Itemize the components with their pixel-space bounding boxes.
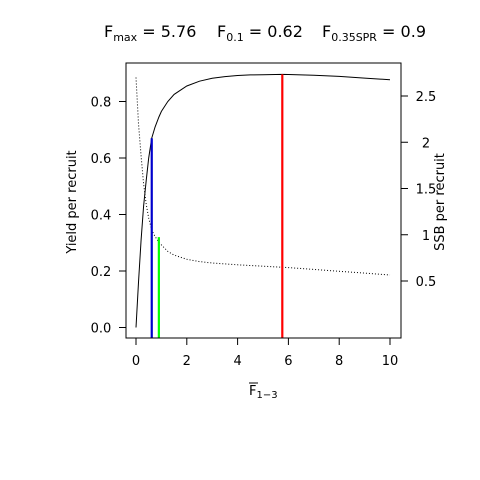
y-right-axis: 0.5 1 1.5 2 2.5 [400,90,437,290]
x-axis-label-text: F1−3 [249,384,278,401]
y-right-axis-label: SSB per recruit [433,153,448,251]
y-right-tick-label: 1.5 [416,183,437,198]
y-right-tick-label: 2.5 [416,90,437,105]
y-left-axis-label: Yield per recruit [65,150,80,254]
x-tick-label: 2 [183,354,191,369]
x-tick-label: 0 [132,354,140,369]
y-left-axis: 0.0 0.2 0.4 0.6 0.8 [91,96,127,337]
x-axis-label: F1−3 [249,382,278,401]
x-axis: 0 2 4 6 8 10 [132,337,399,369]
series-line-1 [135,77,391,276]
y-right-tick-label: 1 [422,229,430,244]
y-right-tick-label: 0.5 [416,275,437,290]
reference-lines [150,74,284,338]
y-right-tick-label: 2 [422,136,430,151]
chart-title: Fmax = 5.76 F0.1 = 0.62 F0.35SPR = 0.9 [104,22,426,44]
x-tick-label: 4 [233,354,241,369]
y-left-tick-label: 0.6 [91,152,112,167]
title-part-2: F0.35SPR = 0.9 [322,22,426,44]
title-part-1: F0.1 = 0.62 [217,22,303,44]
x-tick-label: 6 [284,354,292,369]
series-line-0 [135,73,391,328]
title-part-0: Fmax = 5.76 [104,22,196,44]
y-left-tick-label: 0.4 [91,209,112,224]
y-left-tick-label: 0.0 [91,322,112,337]
x-tick-label: 8 [335,354,343,369]
plot-frame [125,62,402,339]
x-tick-label: 10 [382,354,399,369]
y-left-tick-label: 0.2 [91,265,112,280]
series-layer [135,73,391,328]
y-left-tick-label: 0.8 [91,96,112,111]
